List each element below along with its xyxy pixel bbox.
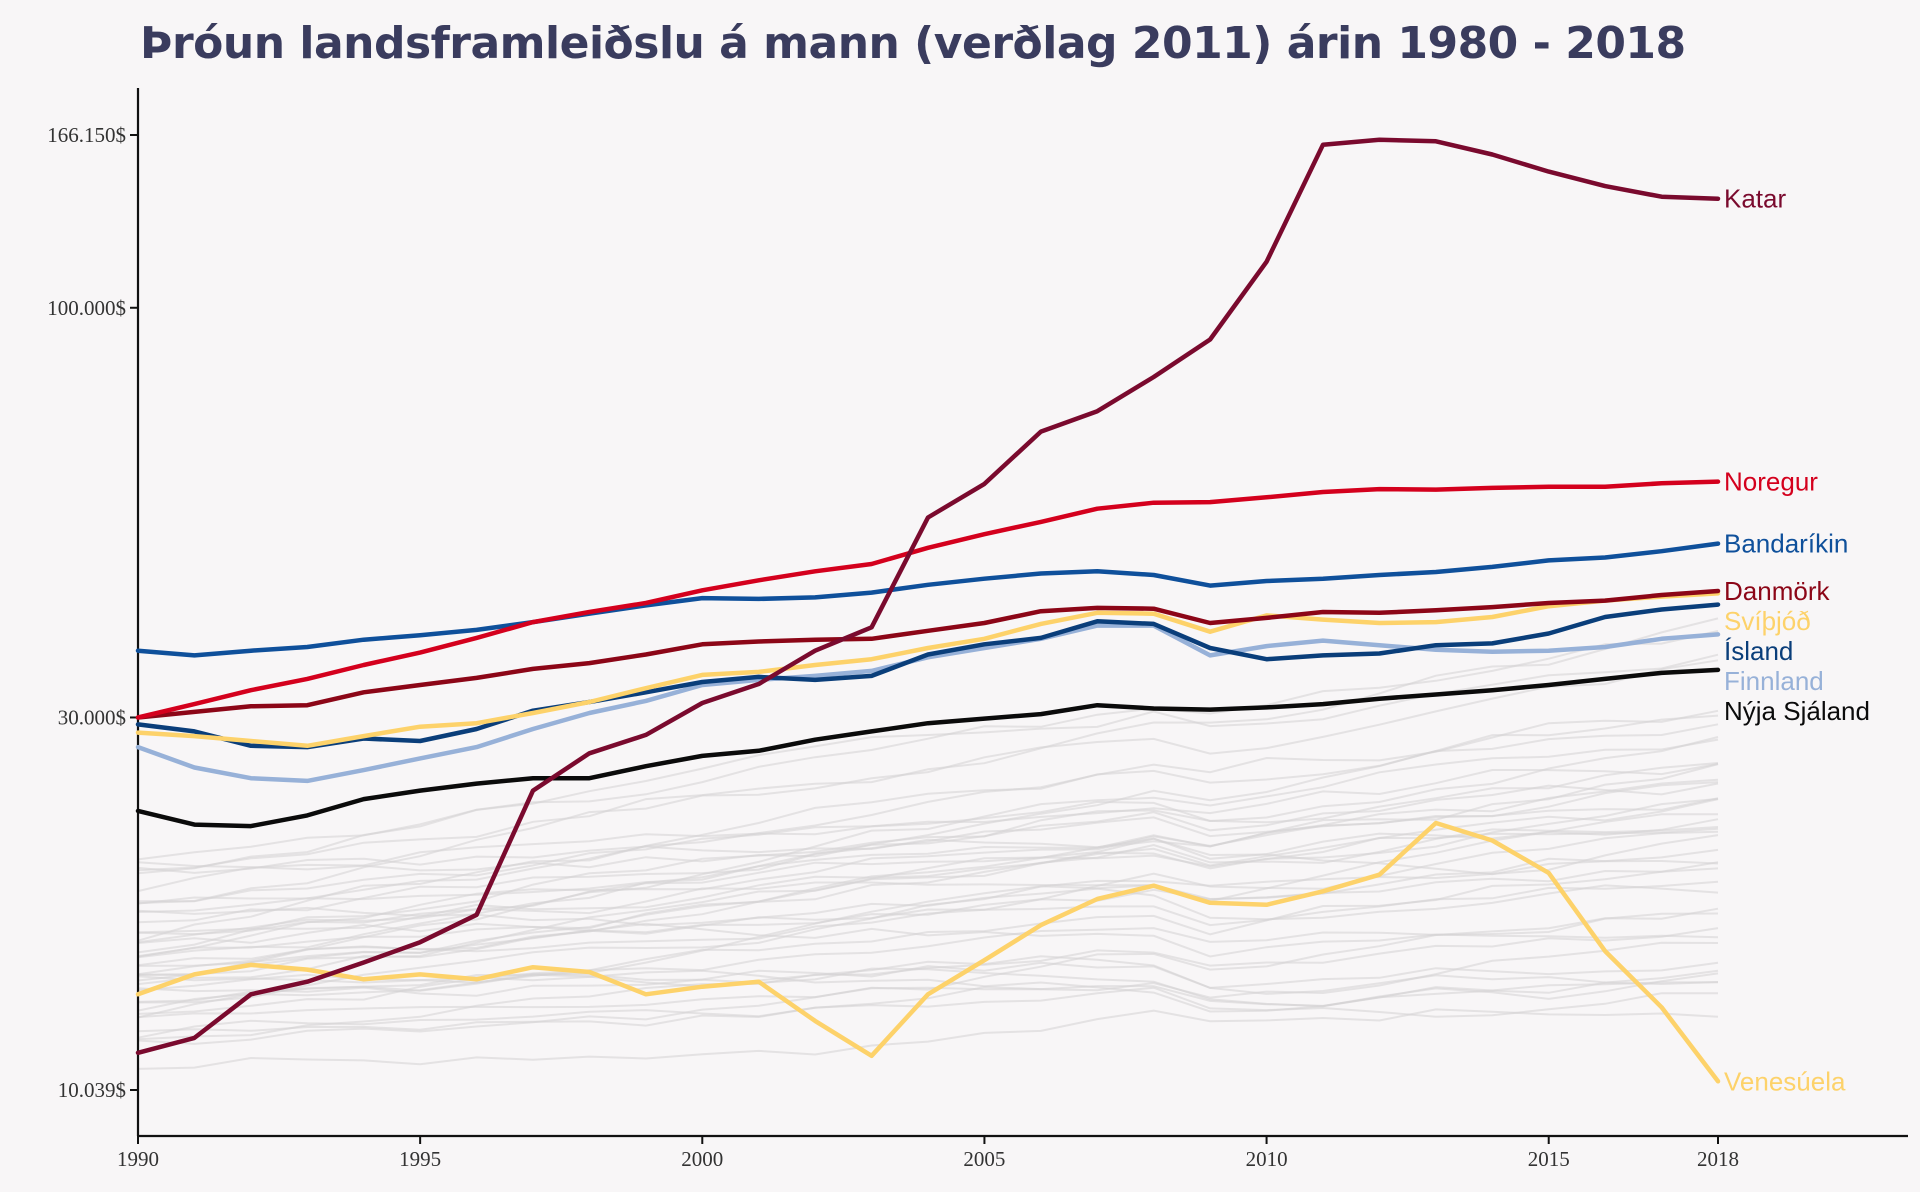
x-tick-label: 2000: [681, 1147, 723, 1171]
background-country-line: [137, 736, 1719, 954]
x-tick-label: 2005: [963, 1147, 1005, 1171]
background-country-line: [137, 967, 1719, 1008]
background-country-line: [137, 848, 1719, 1012]
background-country-line: [137, 927, 1719, 1041]
series-label: Nýja Sjáland: [1724, 696, 1870, 726]
background-country-line: [137, 827, 1719, 936]
background-country-lines: [137, 617, 1719, 1070]
y-tick-label: 100.000$: [47, 296, 126, 320]
series-line: [135, 137, 1721, 1056]
x-tick-label: 1990: [117, 1147, 159, 1171]
background-country-line: [137, 762, 1719, 893]
series-label: Bandaríkin: [1724, 529, 1848, 559]
background-country-line: [137, 830, 1719, 986]
background-country-line: [137, 986, 1718, 1033]
series-label: Noregur: [1724, 467, 1818, 497]
background-country-line: [137, 981, 1719, 1039]
series-labels: Katar Noregur Bandaríkin DanmörkSvíþjóðÍsla…: [1724, 184, 1870, 1097]
series-label: Danmörk: [1724, 576, 1830, 606]
series-line: [135, 623, 1721, 784]
background-country-line: [137, 630, 1719, 861]
y-tick-label: 166.150$: [47, 123, 126, 147]
series-label: Finnland: [1724, 666, 1824, 696]
x-tick-label: 2015: [1528, 1147, 1570, 1171]
series-line: [135, 667, 1721, 829]
background-country-line: [137, 884, 1719, 927]
background-country-line: [137, 659, 1719, 905]
x-tick-label: 1995: [399, 1147, 441, 1171]
background-country-line: [137, 1008, 1719, 1070]
series-label: Ísland: [1724, 636, 1793, 666]
background-country-line: [137, 922, 1719, 958]
y-tick-label: 10.039$: [58, 1078, 126, 1102]
background-country-line: [137, 837, 1719, 876]
y-tick-label: 30.000$: [58, 705, 126, 729]
background-country-line: [137, 797, 1719, 913]
series-line: [135, 588, 1721, 720]
background-country-line: [137, 782, 1719, 872]
x-tick-label: 2010: [1246, 1147, 1288, 1171]
series-label: Svíþjóð: [1724, 606, 1811, 636]
axes: 10.039$ 30.000$ 100.000$ 166.150$ 1990 1995 20…: [47, 88, 1908, 1171]
background-country-line: [137, 818, 1719, 944]
background-country-line: [137, 826, 1719, 958]
background-country-line: [137, 617, 1719, 872]
background-country-line: [137, 762, 1719, 903]
background-country-line: [137, 969, 1719, 1013]
chart-title: Þróun landsframleiðslu á mann (verðlag 2…: [140, 18, 1686, 69]
background-country-line: [137, 867, 1719, 977]
background-country-line: [137, 763, 1719, 959]
background-country-line: [137, 723, 1719, 924]
series-label: Venesúela: [1724, 1066, 1846, 1096]
series-line: [135, 591, 1721, 749]
highlighted-series: [135, 137, 1721, 1084]
series-line: [135, 820, 1721, 1084]
series-line: [135, 602, 1721, 750]
series-label: Katar: [1724, 184, 1786, 214]
x-tick-label: 2018: [1697, 1147, 1739, 1171]
background-country-line: [137, 955, 1719, 1003]
series-line: [135, 541, 1721, 658]
background-country-line: [137, 714, 1719, 942]
series-line: [135, 479, 1721, 720]
